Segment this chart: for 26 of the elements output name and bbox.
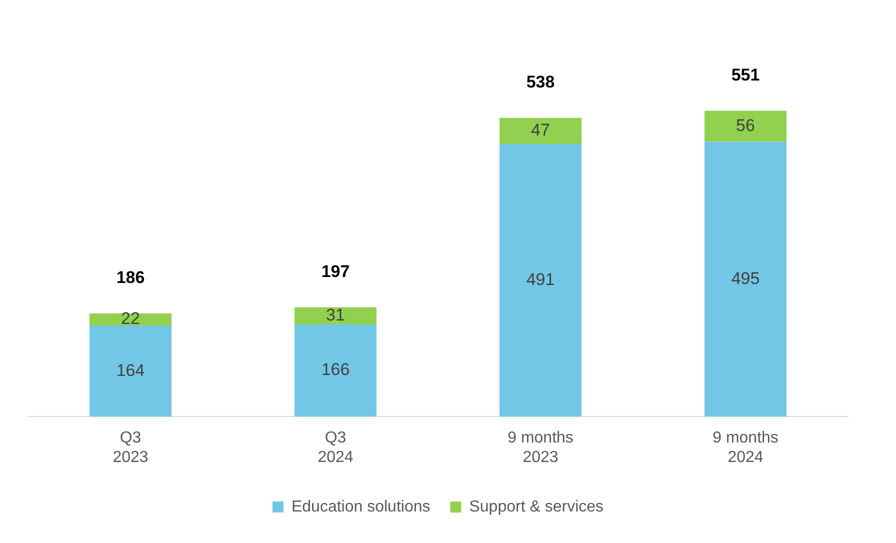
data-label: 31 bbox=[326, 306, 345, 325]
x-tick-label: 9 months 2023 bbox=[508, 430, 574, 466]
bar bbox=[294, 324, 376, 417]
data-label: 491 bbox=[526, 270, 555, 289]
bar bbox=[704, 110, 786, 142]
total-label: 197 bbox=[321, 262, 350, 281]
data-label: 495 bbox=[731, 268, 760, 288]
data-label: 164 bbox=[116, 360, 145, 380]
data-label: 22 bbox=[121, 309, 140, 328]
total-label: 538 bbox=[526, 72, 555, 92]
data-label: 47 bbox=[531, 120, 550, 140]
bar bbox=[90, 326, 172, 417]
data-label: 56 bbox=[736, 116, 755, 135]
bar bbox=[90, 313, 172, 326]
x-tick-label: 9 months 2024 bbox=[712, 430, 778, 466]
legend-label: Support & services bbox=[469, 498, 604, 516]
x-tick-label: Q3 2023 bbox=[112, 430, 148, 466]
total-label: 186 bbox=[116, 268, 145, 288]
legend-label: Education solutions bbox=[291, 498, 430, 516]
bar bbox=[500, 118, 582, 144]
data-label: 166 bbox=[321, 360, 350, 380]
bar bbox=[294, 307, 376, 324]
bar bbox=[704, 142, 786, 417]
x-tick-label: Q3 2024 bbox=[318, 430, 354, 466]
total-label: 551 bbox=[731, 65, 760, 84]
bar bbox=[500, 144, 582, 417]
